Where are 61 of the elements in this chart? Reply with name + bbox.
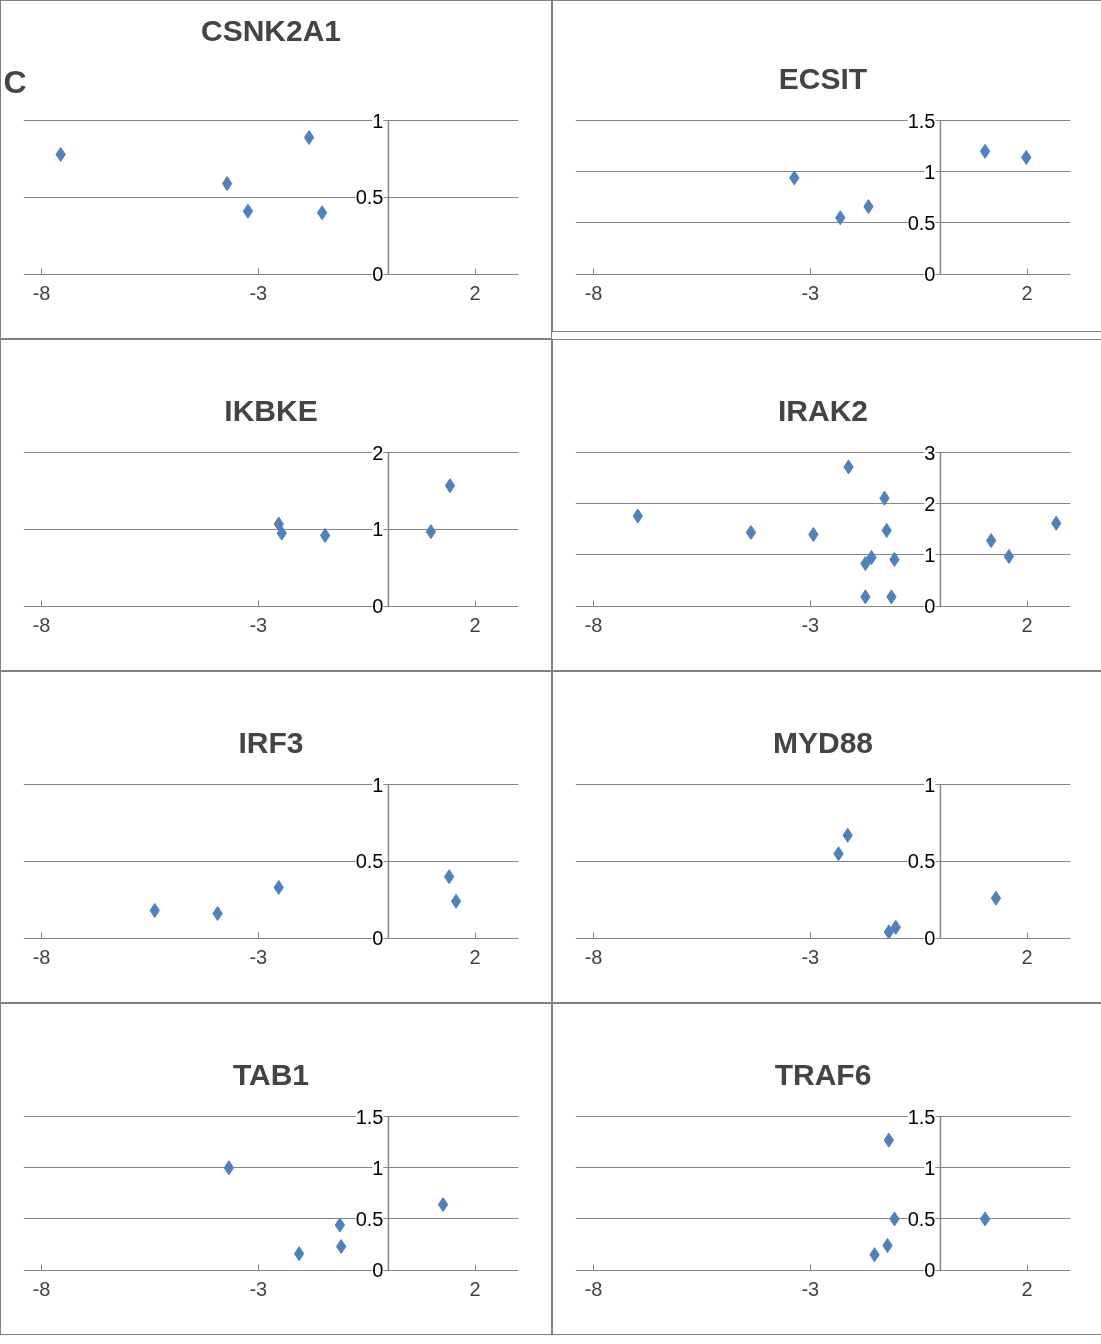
chart-title: IKBKE: [224, 393, 318, 427]
x-tick-label: -8: [584, 946, 603, 969]
y-tick-label: 1: [924, 773, 936, 796]
chart-title: MYD88: [772, 725, 874, 759]
y-tick-label: 1: [924, 1156, 936, 1179]
y-tick-label: 0: [924, 263, 936, 286]
y-tick-label: 1.5: [355, 1105, 384, 1128]
y-tick-label: 0: [372, 263, 384, 286]
y-tick-label: 0.5: [907, 211, 936, 234]
y-tick-label: 1: [372, 109, 384, 132]
x-tick-label: -3: [249, 1278, 268, 1301]
chart-title: TRAF6: [774, 1057, 872, 1091]
x-tick-label: 2: [469, 614, 481, 637]
chart-title: ECSIT: [778, 61, 868, 95]
y-tick-label: 0.5: [907, 850, 936, 873]
y-tick-label: 2: [924, 492, 936, 515]
chart-title: IRAK2: [777, 393, 869, 427]
x-tick-label: -8: [584, 282, 603, 305]
x-tick-label: -3: [801, 1278, 820, 1301]
y-tick-label: 0: [924, 1259, 936, 1282]
x-tick-label: 2: [1021, 946, 1033, 969]
x-tick-label: 2: [469, 282, 481, 305]
x-tick-label: -8: [32, 282, 51, 305]
y-tick-label: 1: [924, 160, 936, 183]
x-tick-label: -3: [801, 282, 820, 305]
x-tick-label: -3: [249, 946, 268, 969]
x-tick-label: -8: [584, 1278, 603, 1301]
y-tick-label: 1: [372, 1156, 384, 1179]
y-tick-label: 1.5: [907, 109, 936, 132]
x-tick-label: -3: [801, 614, 820, 637]
y-tick-label: 2: [372, 441, 384, 464]
y-tick-label: 0: [372, 1259, 384, 1282]
x-tick-label: -3: [249, 614, 268, 637]
y-tick-label: 3: [924, 441, 936, 464]
y-tick-label: 0.5: [355, 186, 384, 209]
chart-title: CSNK2A1: [200, 13, 342, 47]
x-tick-label: 2: [1021, 282, 1033, 305]
y-tick-label: 0: [924, 927, 936, 950]
y-tick-label: 0.5: [355, 850, 384, 873]
y-tick-label: 1: [372, 518, 384, 541]
x-tick-label: -8: [32, 1278, 51, 1301]
y-tick-label: 1.5: [907, 1105, 936, 1128]
y-tick-label: 0: [372, 595, 384, 618]
y-tick-label: 0: [924, 595, 936, 618]
x-tick-label: -3: [801, 946, 820, 969]
x-tick-label: -8: [32, 946, 51, 969]
y-tick-label: 0: [372, 927, 384, 950]
x-tick-label: -8: [32, 614, 51, 637]
x-tick-label: 2: [1021, 1278, 1033, 1301]
y-tick-label: 0.5: [355, 1207, 384, 1230]
text: C: [3, 63, 27, 100]
chart-title: IRF3: [238, 725, 304, 759]
chart-title: TAB1: [232, 1057, 310, 1091]
x-tick-label: 2: [1021, 614, 1033, 637]
x-tick-label: 2: [469, 946, 481, 969]
y-tick-label: 1: [372, 773, 384, 796]
x-tick-label: 2: [469, 1278, 481, 1301]
x-tick-label: -3: [249, 282, 268, 305]
x-tick-label: -8: [584, 614, 603, 637]
y-tick-label: 0.5: [907, 1207, 936, 1230]
y-tick-label: 1: [924, 543, 936, 566]
